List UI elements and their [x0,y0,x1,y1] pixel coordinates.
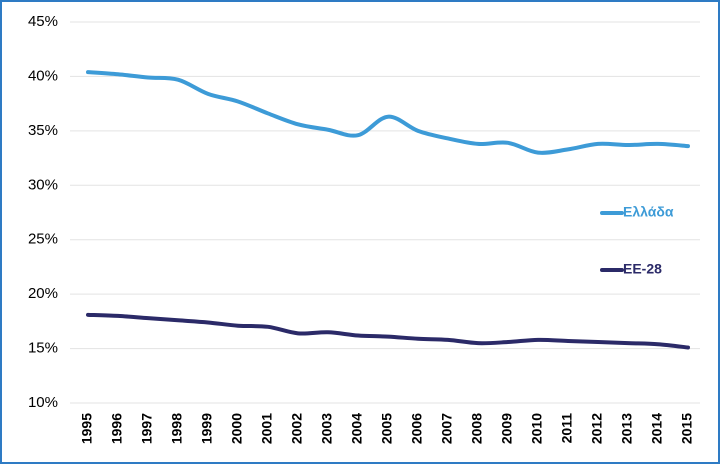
x-tick-label: 2000 [229,413,245,444]
x-tick-label: 2007 [439,413,455,444]
x-tick-label: 1998 [169,413,185,444]
x-tick-label: 2014 [649,413,665,444]
y-tick-label: 35% [28,122,58,139]
y-tick-label: 15% [28,340,58,357]
y-tick-label: 30% [28,176,58,193]
x-tick-label: 2011 [559,413,575,444]
x-tick-label: 1995 [79,413,95,444]
x-tick-label: 1999 [199,413,215,444]
x-tick-label: 2003 [319,413,335,444]
line [86,312,690,350]
y-tick-label: 20% [28,285,58,302]
line [86,70,690,155]
x-tick-label: 2009 [499,413,515,444]
y-tick-label: 45% [28,13,58,30]
y-tick-label: 10% [28,394,58,411]
x-tick-label: 1997 [139,413,155,444]
x-tick-label: 2008 [469,413,485,444]
x-tick-label: 2002 [289,413,305,444]
x-tick-label: 2012 [589,413,605,444]
y-tick-label: 40% [28,67,58,84]
legend-label: ΕΕ-28 [623,261,662,277]
x-tick-label: 1996 [109,413,125,444]
x-tick-label: 2004 [349,413,365,444]
y-tick-label: 25% [28,231,58,248]
legend-label: Ελλάδα [623,204,674,220]
x-tick-label: 2006 [409,413,425,444]
x-tick-label: 2010 [529,413,545,444]
x-tick-label: 2013 [619,413,635,444]
x-tick-label: 2015 [679,413,695,444]
x-tick-label: 2005 [379,413,395,444]
x-tick-label: 2001 [259,413,275,444]
